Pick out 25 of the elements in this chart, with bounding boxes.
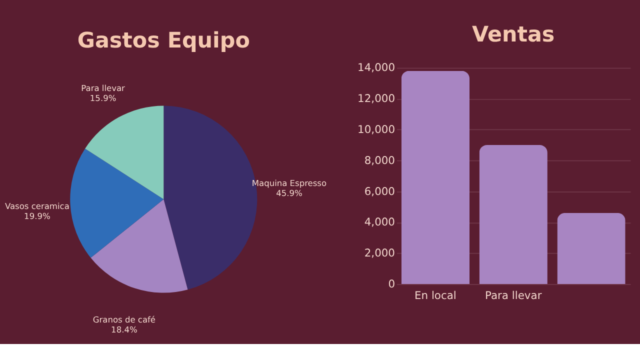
slice-label: Vasos ceramica [4,200,70,211]
slice-label: Granos de café [92,314,156,325]
y-tick-label: 8,000 [364,154,396,167]
x-tick-label: En local [414,289,456,302]
y-tick-label: 6,000 [364,184,396,198]
data-label: 19.9% [24,210,50,221]
y-tick-label: 0 [388,277,396,290]
y-tick-label: 2,000 [364,246,396,260]
pie-slice [70,148,164,258]
chart-title: Ventas [472,22,555,48]
data-label: 18.4% [111,324,138,335]
data-label: 45.9% [276,188,302,198]
chart-title: Gastos Equipo [77,28,250,54]
pie-slice [90,199,188,293]
y-tick-label: 14,000 [358,61,396,74]
slice-label: Para llevar [81,83,126,94]
pie-slice [85,106,164,200]
y-tick-label: 4,000 [364,216,396,229]
bar [479,145,548,284]
bar [557,212,626,284]
y-tick-label: 10,000 [358,122,396,136]
bar [401,70,470,284]
slice-label: Maquina Espresso [252,178,327,188]
data-label: 15.9% [90,93,116,104]
y-tick-label: 12,000 [358,92,396,106]
